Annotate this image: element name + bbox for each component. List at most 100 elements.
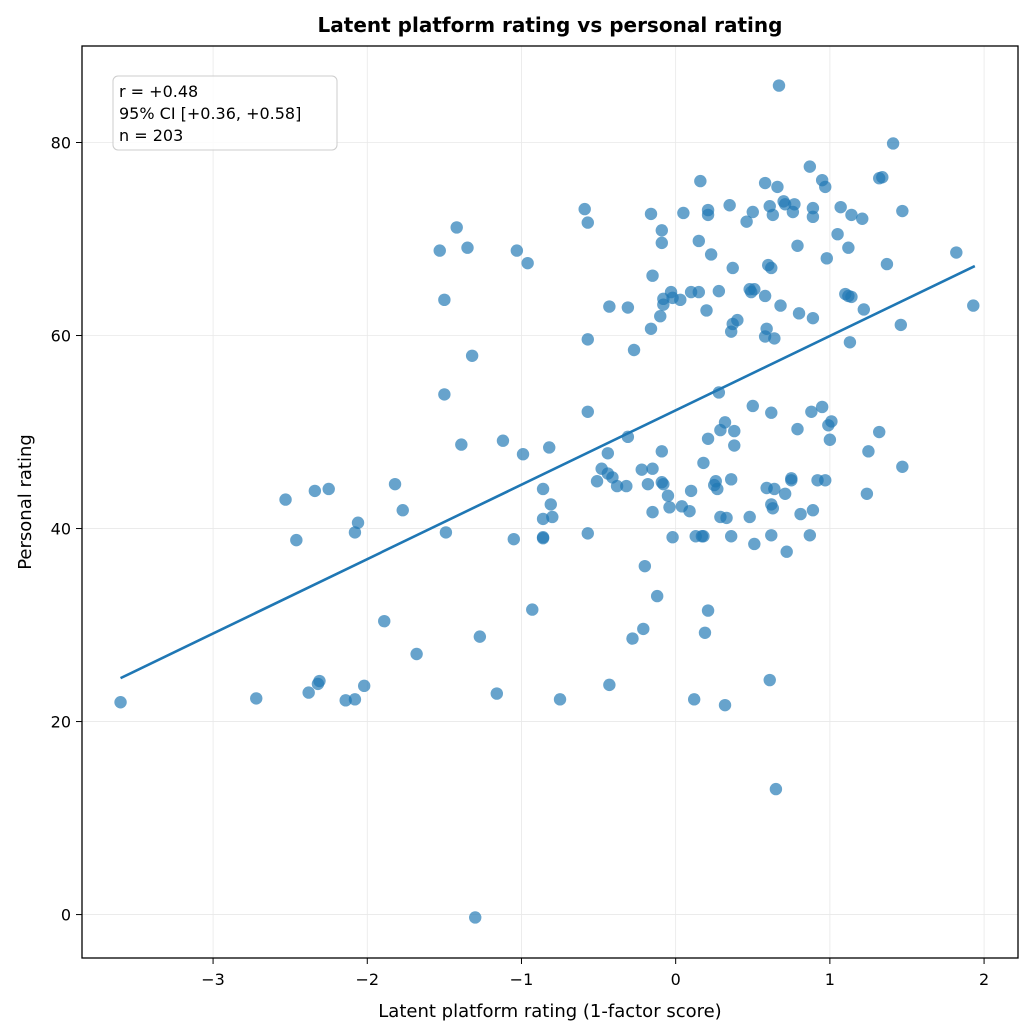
scatter-point: [843, 336, 857, 349]
scatter-point: [765, 261, 778, 275]
scatter-point: [348, 693, 362, 706]
scatter-point: [521, 256, 534, 270]
stat-r: r = +0.48: [119, 82, 198, 101]
scatter-point: [746, 205, 759, 219]
scatter-point: [697, 530, 710, 543]
scatter-point: [657, 477, 670, 491]
scatter-point: [806, 311, 820, 325]
scatter-point: [701, 604, 715, 617]
scatter-point: [698, 626, 712, 639]
scatter-point: [711, 482, 724, 496]
scatter-point: [862, 445, 875, 458]
scatter-point: [620, 479, 633, 493]
scatter-point: [763, 673, 776, 687]
scatter-point: [768, 332, 781, 345]
scatter-point: [544, 498, 557, 511]
scatter-point: [728, 424, 741, 438]
plot-frame: [81, 45, 1019, 959]
scatter-point: [536, 482, 550, 496]
scatter-point: [825, 415, 838, 428]
scatter-point: [666, 531, 679, 544]
scatter-point: [880, 257, 894, 271]
scatter-point: [650, 589, 664, 603]
scatter-point: [720, 511, 733, 525]
scatter-point: [677, 206, 690, 220]
scatter-point: [543, 441, 556, 454]
scatter-point: [308, 484, 322, 498]
scatter-point: [857, 303, 870, 316]
scatter-point: [774, 299, 787, 312]
scatter-point: [627, 343, 641, 357]
scatter-point: [313, 674, 326, 688]
scatter-point: [876, 171, 889, 184]
x-tick-label: −2: [355, 970, 379, 989]
scatter-point: [791, 422, 804, 436]
scatter-point: [655, 236, 668, 250]
scatter-point: [765, 406, 778, 419]
scatter-point: [621, 301, 635, 314]
scatter-point: [510, 244, 524, 257]
stats-annotation: r = +0.48 95% CI [+0.36, +0.58] n = 203: [112, 75, 338, 151]
scatter-point: [746, 399, 759, 413]
y-tick-label: 80: [51, 134, 71, 153]
scatter-point: [603, 678, 616, 692]
scatter-point: [860, 487, 874, 500]
scatter-point: [378, 614, 391, 628]
scatter-point: [831, 227, 844, 241]
scatter-point: [674, 293, 687, 307]
stat-n: n = 203: [119, 126, 183, 145]
scatter-point: [731, 313, 744, 327]
scatter-point: [635, 463, 648, 476]
scatter-point: [856, 212, 869, 225]
scatter-point: [290, 533, 303, 547]
scatter-point: [726, 261, 739, 275]
scatter-point: [626, 632, 639, 645]
scatter-point: [894, 318, 908, 332]
scatter-point: [834, 200, 847, 214]
scatter-point: [769, 782, 783, 796]
scatter-point: [473, 630, 487, 643]
scatter-point: [438, 388, 451, 401]
scatter-point: [546, 510, 559, 524]
scatter-point: [581, 216, 594, 229]
scatter-point: [740, 215, 753, 228]
stats-box: [112, 75, 338, 151]
scatter-point: [718, 698, 732, 712]
scatter-point: [785, 472, 798, 485]
scatter-point: [279, 493, 292, 506]
scatter-point: [516, 448, 530, 461]
scatter-point: [692, 234, 706, 248]
scatter-point: [114, 696, 127, 709]
scatter-point: [663, 501, 676, 514]
scatter-point: [694, 174, 707, 188]
scatter-point: [644, 322, 658, 335]
scatter-point: [845, 208, 858, 222]
scatter-point: [646, 505, 659, 519]
scatter-point: [712, 284, 726, 298]
scatter-point: [806, 504, 820, 517]
scatter-point: [410, 647, 423, 661]
scatter-point: [723, 199, 736, 212]
x-axis-label: Latent platform rating (1-factor score): [378, 1001, 721, 1022]
scatter-point: [967, 299, 980, 312]
scatter-point: [718, 416, 732, 429]
scatter-point: [788, 198, 801, 211]
scatter-point: [302, 686, 315, 699]
points-layer: [114, 79, 980, 924]
scatter-point: [322, 482, 335, 496]
x-axis: −3 −2 −1 0 1 2: [201, 958, 989, 989]
scatter-point: [433, 244, 446, 257]
scatter-point: [450, 221, 463, 234]
x-tick-label: 2: [979, 970, 989, 989]
scatter-point: [697, 456, 710, 470]
scatter-point: [820, 252, 833, 265]
scatter-point: [748, 537, 761, 551]
scatter-point: [700, 304, 713, 317]
scatter-point: [339, 694, 352, 707]
scatter-point: [526, 603, 539, 616]
scatter-point: [743, 510, 756, 524]
scatter-point: [684, 484, 698, 498]
scatter-point: [661, 489, 675, 502]
scatter-point: [388, 477, 402, 491]
